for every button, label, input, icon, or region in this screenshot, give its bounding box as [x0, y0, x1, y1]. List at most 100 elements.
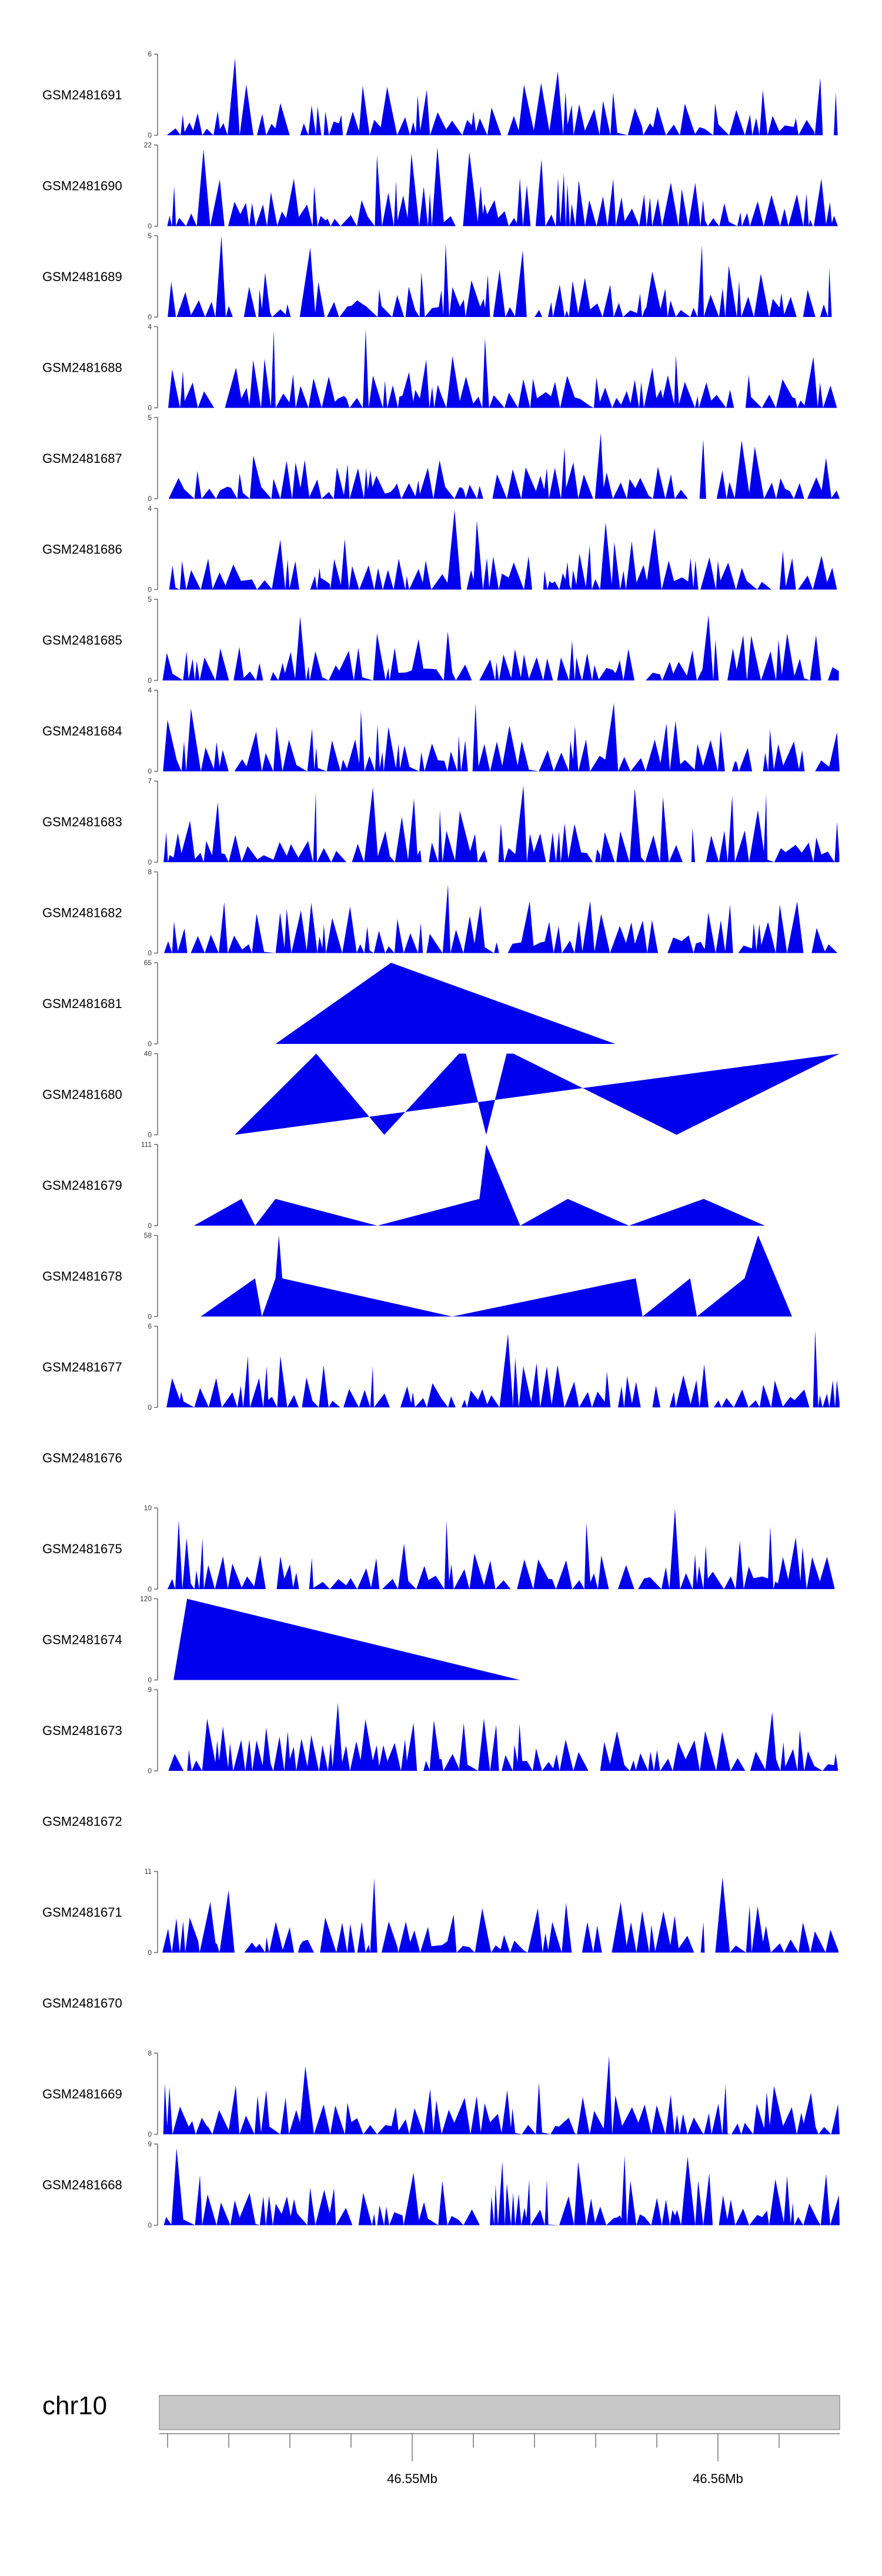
track-label: GSM2481674: [42, 1633, 122, 1647]
track-label: GSM2481689: [42, 269, 122, 284]
track-label: GSM2481683: [42, 815, 122, 829]
y-min-label: 0: [148, 586, 152, 594]
coverage-area: [166, 1330, 840, 1407]
track-gsm2481686: GSM2481686 4 0: [42, 505, 837, 594]
y-max-label: 4: [148, 686, 152, 695]
track-gsm2481672: GSM2481672: [42, 1814, 122, 1829]
y-min-label: 0: [148, 313, 152, 321]
track-label: GSM2481675: [42, 1541, 122, 1556]
coverage-area: [193, 1144, 765, 1226]
y-max-label: 4: [148, 505, 152, 513]
track-label: GSM2481672: [42, 1814, 122, 1829]
coverage-area: [173, 1599, 520, 1680]
coverage-area: [169, 509, 837, 590]
track-label: GSM2481673: [42, 1723, 122, 1738]
track-gsm2481688: GSM2481688 4 0: [42, 323, 837, 412]
y-min-label: 0: [148, 2221, 152, 2230]
track-label: GSM2481677: [42, 1360, 122, 1374]
track-gsm2481681: GSM2481681 65 0: [42, 959, 616, 1048]
y-min-label: 0: [148, 1676, 152, 1684]
genomic-axis: [159, 2433, 840, 2461]
coverage-area: [168, 236, 832, 317]
y-max-label: 5: [148, 413, 152, 422]
y-max-label: 5: [148, 595, 152, 603]
y-min-label: 0: [148, 1585, 152, 1593]
tick-label-46-56mb: 46.56Mb: [693, 2471, 743, 2486]
y-min-label: 0: [148, 1040, 152, 1048]
track-gsm2481677: GSM2481677 6 0: [42, 1322, 840, 1412]
coverage-area: [235, 1053, 840, 1135]
track-gsm2481691: GSM2481691 6 0: [42, 50, 838, 139]
track-gsm2481680: GSM2481680 40 0: [42, 1050, 840, 1139]
track-label: GSM2481668: [42, 2178, 122, 2193]
y-min-label: 0: [148, 676, 152, 685]
track-gsm2481676: GSM2481676: [42, 1451, 122, 1466]
track-label: GSM2481671: [42, 1905, 122, 1920]
y-max-label: 6: [148, 1322, 152, 1330]
coverage-area: [164, 884, 840, 953]
track-label: GSM2481684: [42, 724, 122, 739]
coverage-area: [168, 433, 840, 499]
track-label: GSM2481678: [42, 1269, 122, 1284]
y-max-label: 6: [148, 50, 152, 58]
y-max-label: 22: [144, 141, 152, 149]
track-gsm2481684: GSM2481684 4 0: [42, 686, 840, 776]
track-label: GSM2481670: [42, 1996, 122, 2011]
y-max-label: 58: [144, 1232, 152, 1240]
coverage-area: [162, 1877, 839, 1953]
track-gsm2481670: GSM2481670: [42, 1996, 122, 2011]
y-min-label: 0: [148, 858, 152, 866]
track-gsm2481674: GSM2481674 120 0: [42, 1595, 520, 1684]
y-min-label: 0: [148, 222, 152, 231]
y-min-label: 0: [148, 1403, 152, 1412]
track-label: GSM2481688: [42, 361, 122, 375]
track-label: GSM2481681: [42, 996, 122, 1011]
y-max-label: 111: [141, 1140, 152, 1149]
coverage-area: [168, 1703, 840, 1771]
y-min-label: 0: [148, 2130, 152, 2138]
tick-label-46-55mb: 46.55Mb: [387, 2471, 437, 2486]
coverage-area: [168, 329, 837, 408]
track-gsm2481673: GSM2481673 9 0: [42, 1686, 840, 1775]
track-label: GSM2481676: [42, 1451, 122, 1466]
y-max-label: 65: [144, 959, 152, 967]
track-gsm2481687: GSM2481687 5 0: [42, 413, 840, 503]
y-min-label: 0: [148, 131, 152, 139]
track-label: GSM2481669: [42, 2087, 122, 2101]
y-min-label: 0: [148, 495, 152, 503]
y-max-label: 5: [148, 232, 152, 240]
track-gsm2481675: GSM2481675 10 0: [42, 1504, 835, 1593]
y-max-label: 7: [148, 777, 152, 785]
track-label: GSM2481687: [42, 451, 122, 466]
y-max-label: 9: [148, 2140, 152, 2148]
chromosome-band: [159, 2395, 840, 2430]
coverage-area: [167, 147, 838, 226]
track-label: GSM2481679: [42, 1178, 122, 1193]
y-min-label: 0: [148, 768, 152, 776]
coverage-area: [163, 2056, 840, 2134]
coverage-tracks: GSM248169160GSM2481690220GSM248168950GSM…: [42, 50, 840, 2230]
y-min-label: 0: [148, 404, 152, 412]
track-gsm2481682: GSM2481682 8 0: [42, 868, 840, 957]
track-label: GSM2481680: [42, 1087, 122, 1102]
track-gsm2481689: GSM2481689 5 0: [42, 232, 832, 321]
y-max-label: 9: [148, 1686, 152, 1694]
track-gsm2481679: GSM2481679 111 0: [42, 1140, 765, 1230]
track-label: GSM2481691: [42, 88, 122, 102]
y-max-label: 120: [140, 1595, 152, 1603]
y-min-label: 0: [148, 949, 152, 957]
track-gsm2481678: GSM2481678 58 0: [42, 1232, 793, 1321]
track-label: GSM2481686: [42, 542, 122, 557]
track-label: GSM2481685: [42, 633, 122, 648]
coverage-area: [166, 58, 838, 135]
track-label: GSM2481682: [42, 906, 122, 920]
track-gsm2481685: GSM2481685 5 0: [42, 595, 839, 685]
coverage-area: [162, 615, 839, 680]
track-gsm2481690: GSM2481690 22 0: [42, 141, 838, 231]
y-min-label: 0: [148, 1131, 152, 1139]
track-gsm2481668: GSM2481668 9 0: [42, 2140, 840, 2230]
y-min-label: 0: [148, 1948, 152, 1957]
y-max-label: 40: [144, 1050, 152, 1058]
coverage-area: [163, 785, 840, 862]
